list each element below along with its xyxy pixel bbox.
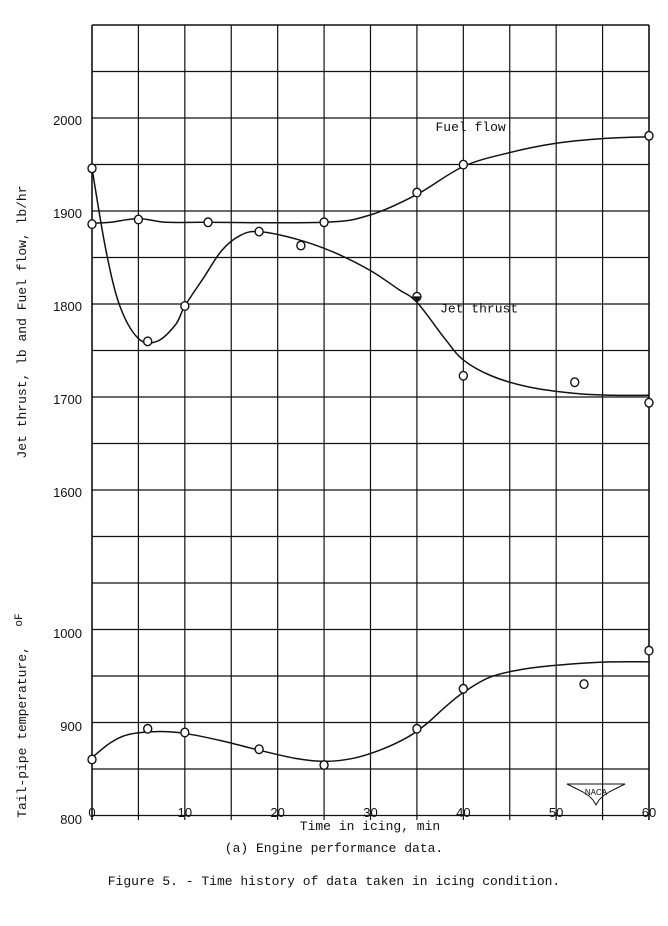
fuel-flow-data-point	[133, 214, 144, 225]
lower-y-axis-unit: oF	[14, 613, 26, 626]
upper-y-axis-label: Jet thrust, lb and Fuel flow, lb/hr	[15, 185, 30, 458]
fuel-flow-data-point	[412, 187, 422, 198]
x-tick-label: 0	[88, 805, 95, 820]
x-tick-label: 60	[642, 805, 656, 820]
upper-y-tick-label: 1900	[53, 206, 82, 221]
jet-thrust-arrow-icon	[412, 296, 421, 303]
fuel-flow-data-point	[87, 219, 97, 230]
upper-y-tick-label: 1600	[53, 485, 82, 500]
tail-pipe-temperature-curve	[91, 660, 650, 763]
jet-thrust-data-point	[87, 163, 97, 174]
fuel-flow-data-point	[319, 217, 329, 228]
sub-caption: (a) Engine performance data.	[224, 841, 444, 856]
jet-thrust-data-point	[142, 336, 153, 347]
tail-pipe-temperature-data-point	[458, 683, 469, 694]
tail-pipe-temperature-data-point	[142, 723, 153, 734]
chart-grid	[91, 24, 650, 820]
lower-y-tick-label: 1000	[53, 626, 82, 641]
jet-thrust-data-point	[296, 240, 306, 251]
x-tick-label: 30	[363, 805, 377, 820]
series-labels: Fuel flow Jet thrust	[435, 120, 518, 316]
lower-y-tick-label: 900	[60, 719, 82, 734]
jet-thrust-data-point	[254, 226, 264, 237]
jet-thrust-series-label: Jet thrust	[440, 302, 518, 317]
upper-y-tick-label: 1800	[53, 299, 82, 314]
fuel-flow-data-point	[203, 217, 213, 228]
naca-logo-text: NACA	[585, 788, 608, 797]
tail-pipe-temperature-data-point	[87, 754, 97, 765]
axis-ticks: 0 10 20 30 40 50 60 1600 1700 1800 1900 2000 800 900 1…	[53, 113, 656, 827]
jet-thrust-data-point	[180, 301, 190, 312]
tail-pipe-temperature-data-point	[579, 679, 589, 690]
fuel-flow-series-label: Fuel flow	[435, 120, 505, 135]
jet-thrust-data-point	[458, 370, 469, 381]
fuel-flow-data-point	[644, 130, 654, 141]
x-tick-label: 10	[178, 805, 192, 820]
tail-pipe-temperature-data-point	[254, 744, 264, 755]
data-markers	[87, 130, 654, 771]
x-axis-label: Time in icing, min	[300, 819, 440, 834]
tail-pipe-temperature-data-point	[412, 723, 422, 734]
upper-y-tick-label: 2000	[53, 113, 82, 128]
naca-wings-icon	[566, 783, 626, 806]
lower-y-tick-label: 800	[60, 812, 82, 827]
jet-thrust-data-point	[570, 377, 580, 388]
fuel-flow-data-point	[458, 159, 469, 170]
tail-pipe-temperature-data-point	[644, 645, 654, 656]
jet-thrust-data-point	[644, 397, 654, 408]
tail-pipe-temperature-data-point	[180, 727, 190, 738]
figure-caption: Figure 5. - Time history of data taken i…	[107, 874, 561, 889]
x-tick-label: 20	[270, 805, 284, 820]
upper-y-tick-label: 1700	[53, 392, 82, 407]
x-tick-label: 50	[549, 805, 563, 820]
x-tick-label: 40	[456, 805, 470, 820]
tail-pipe-temperature-data-point	[319, 760, 329, 771]
lower-y-axis-label: Tail-pipe temperature,	[15, 646, 30, 818]
naca-logo: NACA	[566, 783, 626, 806]
